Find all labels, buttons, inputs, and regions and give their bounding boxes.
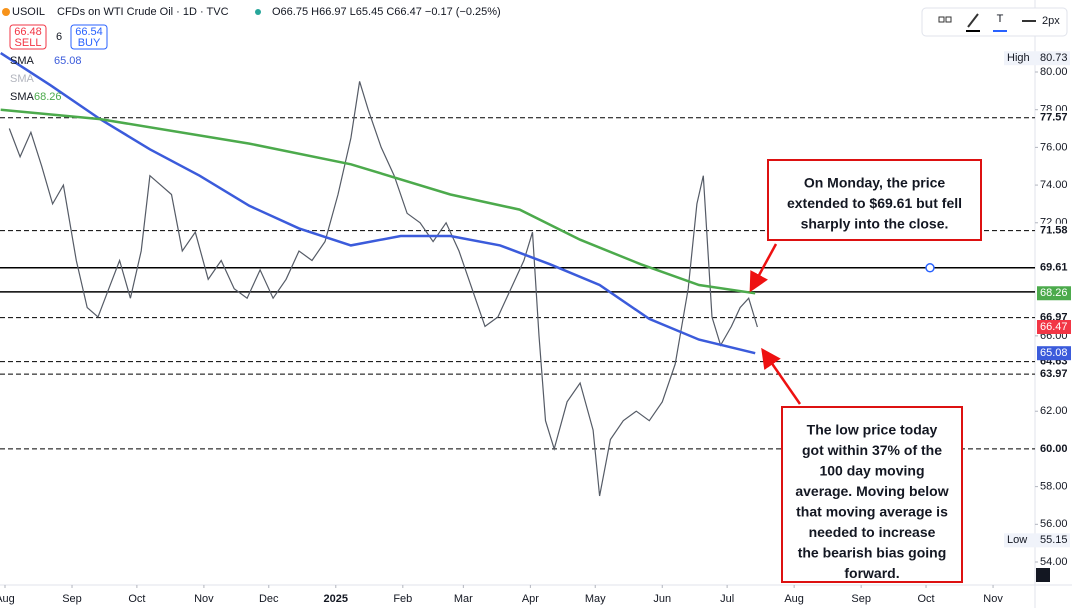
last-value-badge bbox=[1037, 286, 1071, 301]
annotation-text: The low price today bbox=[807, 422, 938, 438]
annotation-text: extended to $69.61 but fell bbox=[787, 195, 962, 211]
sma-line bbox=[0, 52, 756, 355]
level-label: 69.61 bbox=[1040, 262, 1068, 274]
level-label-bg bbox=[1037, 110, 1071, 125]
legend-name: SMA bbox=[10, 55, 35, 67]
sell-button[interactable] bbox=[9, 24, 47, 50]
y-tick-label: 80.00 bbox=[1040, 66, 1068, 78]
y-tick-label: 76.00 bbox=[1040, 141, 1068, 153]
auto-scale-button[interactable] bbox=[1036, 568, 1050, 582]
y-tick-label: 54.00 bbox=[1040, 556, 1068, 568]
y-tick-label: 74.00 bbox=[1040, 179, 1068, 191]
legend-name: SMA bbox=[10, 91, 35, 103]
icon[interactable] bbox=[938, 16, 945, 23]
spread: 6 bbox=[56, 31, 62, 43]
last-value-label: 65.08 bbox=[1040, 347, 1068, 359]
x-tick-label: Feb bbox=[393, 593, 412, 605]
toolbar-box bbox=[921, 7, 1068, 37]
level-label-bg bbox=[1037, 441, 1071, 456]
x-tick-label: Dec bbox=[259, 593, 279, 605]
annotation-box bbox=[781, 406, 963, 583]
last-value-badge bbox=[1037, 319, 1071, 334]
x-tick-label: Aug bbox=[0, 593, 15, 605]
level-label: 77.57 bbox=[1040, 112, 1068, 124]
y-tick-label: 62.00 bbox=[1040, 405, 1068, 417]
high-value: 80.73 bbox=[1040, 52, 1068, 64]
annotation-arrow bbox=[749, 243, 778, 293]
x-tick-label: 2025 bbox=[324, 593, 348, 605]
y-tick-label: 58.00 bbox=[1040, 481, 1068, 493]
y-tick-label: 56.00 bbox=[1040, 518, 1068, 530]
x-tick-label: Oct bbox=[128, 593, 145, 605]
x-tick-label: Nov bbox=[194, 593, 214, 605]
high-badge bbox=[1004, 51, 1070, 66]
annotation-text: needed to increase bbox=[809, 524, 936, 540]
x-tick-label: Apr bbox=[522, 593, 539, 605]
symbol-icon bbox=[2, 8, 10, 16]
x-tick-label: Mar bbox=[454, 593, 473, 605]
annotation-text: On Monday, the price bbox=[804, 175, 946, 191]
icon[interactable] bbox=[945, 16, 952, 23]
x-tick-label: Oct bbox=[917, 593, 934, 605]
x-tick-label: Sep bbox=[62, 593, 82, 605]
x-tick-label: Jun bbox=[653, 593, 671, 605]
buy-button[interactable] bbox=[70, 24, 108, 50]
annotation-arrow bbox=[761, 347, 802, 405]
description: CFDs on WTI Crude Oil · 1D · TVC bbox=[57, 6, 229, 18]
annotation-text: average. Moving below bbox=[795, 483, 948, 499]
high-label: High bbox=[1007, 52, 1030, 64]
line-width[interactable]: 2px bbox=[1042, 15, 1060, 27]
sell-price: 66.48 bbox=[14, 26, 42, 38]
last-value-label: 68.26 bbox=[1040, 287, 1068, 299]
annotation-text: got within 37% of the bbox=[802, 442, 942, 458]
level-label-bg bbox=[1037, 367, 1071, 382]
last-value-label: 66.47 bbox=[1040, 321, 1068, 333]
x-tick-label: Nov bbox=[983, 593, 1003, 605]
price-line bbox=[8, 81, 758, 497]
buy-price: 66.54 bbox=[75, 26, 103, 38]
low-label: Low bbox=[1007, 534, 1027, 546]
low-value: 55.15 bbox=[1040, 534, 1068, 546]
buy-label: BUY bbox=[78, 37, 101, 49]
sell-label: SELL bbox=[15, 37, 42, 49]
legend-value: 68.26 bbox=[34, 91, 62, 103]
level-label: 63.97 bbox=[1040, 368, 1068, 380]
annotation-box bbox=[767, 159, 982, 241]
x-tick-label: May bbox=[585, 593, 606, 605]
anchor-handle bbox=[925, 263, 935, 273]
text-tool[interactable]: T bbox=[997, 13, 1004, 25]
header: USOIL CFDs on WTI Crude Oil · 1D · TVC O… bbox=[2, 6, 501, 50]
legend-value: 65.08 bbox=[54, 55, 82, 67]
legend-name: SMA bbox=[10, 73, 35, 85]
annotation-text: that moving average is bbox=[796, 504, 948, 520]
x-tick-label: Aug bbox=[784, 593, 804, 605]
annotation-text: sharply into the close. bbox=[801, 216, 949, 232]
annotation-text: the bearish bias going bbox=[798, 545, 947, 561]
annotation-text: forward. bbox=[844, 565, 899, 581]
sma-line bbox=[0, 108, 756, 295]
level-label-bg bbox=[1037, 223, 1071, 238]
icon[interactable] bbox=[967, 13, 979, 28]
annotation-text: 100 day moving bbox=[819, 463, 924, 479]
low-badge bbox=[1004, 533, 1070, 548]
level-label-bg bbox=[1037, 260, 1071, 275]
status-dot bbox=[255, 9, 261, 15]
level-label: 71.58 bbox=[1040, 225, 1068, 237]
x-tick-label: Sep bbox=[851, 593, 871, 605]
last-value-badge bbox=[1037, 346, 1071, 361]
symbol: USOIL bbox=[12, 6, 45, 18]
x-tick-label: Jul bbox=[720, 593, 734, 605]
quote: O66.75 H66.97 L65.45 C66.47 −0.17 (−0.25… bbox=[272, 6, 501, 18]
toolbar: T 2px bbox=[921, 7, 1068, 37]
level-label: 60.00 bbox=[1040, 443, 1068, 455]
